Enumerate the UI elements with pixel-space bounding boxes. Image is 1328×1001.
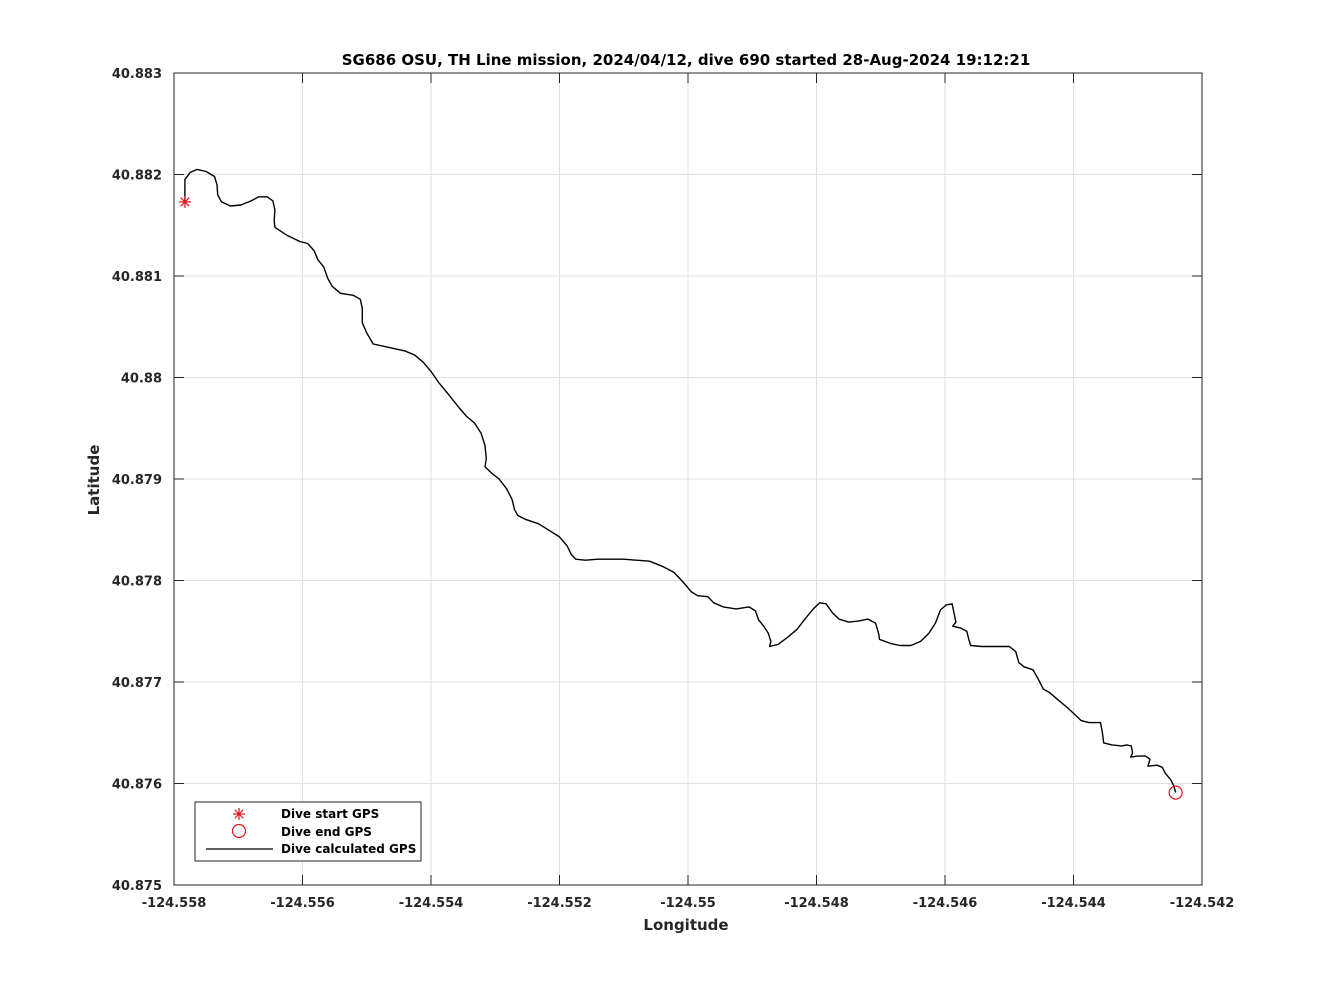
legend-swatches xyxy=(206,808,273,850)
x-tick-label: -124.546 xyxy=(913,896,978,911)
y-axis-label: Latitude xyxy=(85,445,103,516)
plot-frame xyxy=(173,72,1203,886)
x-axis-label: Longitude xyxy=(643,916,728,934)
legend-label-end: Dive end GPS xyxy=(281,825,372,839)
legend-label-track: Dive calculated GPS xyxy=(281,842,416,856)
y-tick-label: 40.879 xyxy=(112,473,162,488)
y-tick-label: 40.876 xyxy=(112,778,162,793)
x-tick-label: -124.544 xyxy=(1041,896,1106,911)
x-tick-label: -124.548 xyxy=(784,896,849,911)
x-tick-labels: -124.558 -124.556 -124.554 -124.552 -124.55 -… xyxy=(142,896,1235,911)
x-tick-label: -124.55 xyxy=(660,896,716,911)
x-tick-label: -124.556 xyxy=(270,896,335,911)
legend: Dive start GPS Dive end GPS Dive calcula… xyxy=(194,801,422,862)
y-tick-label: 40.878 xyxy=(112,575,162,590)
grid-lines xyxy=(174,73,1202,885)
x-tick-label: -124.554 xyxy=(399,896,464,911)
y-tick-label: 40.875 xyxy=(112,879,162,894)
y-tick-label: 40.88 xyxy=(121,372,162,387)
x-tick-label: -124.558 xyxy=(142,896,207,911)
y-tick-label: 40.882 xyxy=(112,169,162,184)
legend-label-start: Dive start GPS xyxy=(281,807,379,821)
dive-track-line xyxy=(184,168,1177,793)
y-tick-label: 40.877 xyxy=(112,676,162,691)
y-tick-label: 40.883 xyxy=(112,67,162,82)
x-tick-label: -124.542 xyxy=(1170,896,1235,911)
legend-swatch-end xyxy=(231,823,247,839)
y-tick-labels: 40.875 40.876 40.877 40.878 40.879 40.88 40.88… xyxy=(112,67,162,894)
chart-title: SG686 OSU, TH Line mission, 2024/04/12, … xyxy=(342,51,1031,69)
legend-swatch-start xyxy=(233,808,245,820)
track-layer xyxy=(178,168,1183,800)
dive-end-marker xyxy=(1168,785,1183,800)
x-tick-label: -124.552 xyxy=(527,896,592,911)
dive-start-marker xyxy=(178,195,191,208)
y-tick-label: 40.881 xyxy=(112,270,162,285)
